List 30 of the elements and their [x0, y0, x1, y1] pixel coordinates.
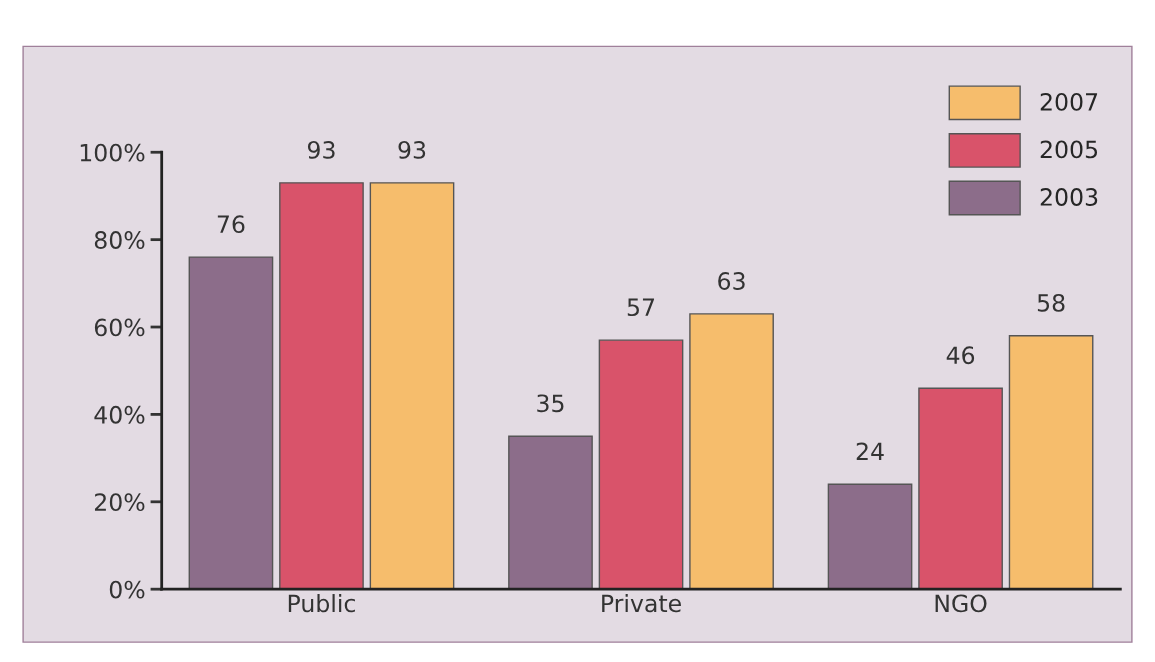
data-label: 93: [398, 140, 426, 159]
y-tick-label: 80%: [94, 231, 145, 249]
bar: [918, 387, 1003, 590]
legend-label: 2003: [1040, 188, 1098, 206]
legend-label: 2007: [1040, 92, 1098, 111]
data-label: 63: [718, 272, 745, 290]
data-label: 57: [627, 298, 655, 317]
bar: [188, 256, 274, 590]
bar: [827, 483, 913, 590]
bar: [689, 313, 774, 590]
data-label: 46: [946, 346, 975, 365]
bar: [279, 182, 364, 590]
bar: [1008, 335, 1094, 590]
x-tick-label: NGO: [935, 594, 987, 613]
y-tick-label: 20%: [94, 493, 145, 512]
y-tick-label: 60%: [94, 318, 145, 337]
bar: [508, 435, 593, 590]
y-tick-label: 40%: [94, 405, 145, 424]
x-tick-label: Public: [288, 594, 355, 613]
bar: [369, 182, 455, 590]
data-label: 58: [1037, 293, 1065, 312]
y-tick-label: 100%: [80, 143, 145, 162]
data-label: 24: [856, 442, 884, 460]
x-tick-label: Private: [602, 594, 681, 613]
y-tick-label: 0%: [109, 580, 145, 599]
data-label: 76: [217, 215, 245, 234]
data-label: 35: [537, 394, 564, 413]
data-label: 93: [307, 140, 335, 159]
bar: [598, 339, 684, 590]
legend-label: 2005: [1040, 140, 1098, 159]
